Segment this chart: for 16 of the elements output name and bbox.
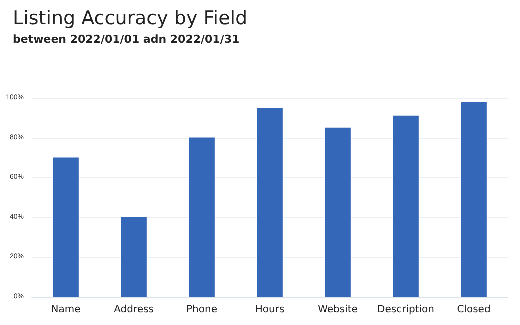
bar: [189, 138, 215, 297]
bar: [393, 116, 419, 297]
chart-subtitle: between 2022/01/01 adn 2022/01/31: [13, 33, 240, 46]
x-tick-label: Closed: [457, 304, 491, 316]
bar: [53, 158, 79, 297]
x-tick-label: Description: [378, 304, 434, 316]
chart-title: Listing Accuracy by Field: [13, 8, 248, 30]
x-tick-label: Address: [114, 304, 154, 316]
x-tick-label: Name: [51, 304, 81, 316]
bar: [257, 108, 283, 297]
bar: [325, 128, 351, 297]
bar: [461, 102, 487, 297]
x-tick-label: Hours: [255, 304, 285, 316]
x-tick-label: Website: [318, 304, 358, 316]
bar: [121, 217, 147, 297]
x-tick-label: Phone: [186, 304, 218, 316]
